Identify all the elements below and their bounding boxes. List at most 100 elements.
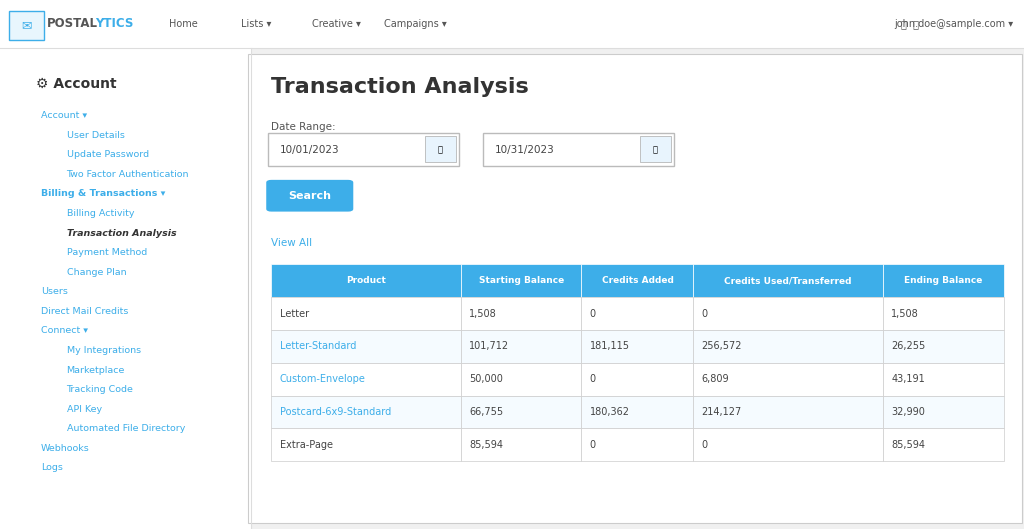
Text: API Key: API Key <box>67 405 101 414</box>
Text: My Integrations: My Integrations <box>67 346 140 355</box>
Text: 66,755: 66,755 <box>469 407 503 417</box>
Text: Change Plan: Change Plan <box>67 268 126 277</box>
FancyBboxPatch shape <box>483 133 674 166</box>
FancyBboxPatch shape <box>271 428 461 461</box>
FancyBboxPatch shape <box>248 54 1022 523</box>
Text: Search: Search <box>289 191 331 200</box>
Text: 256,572: 256,572 <box>701 342 742 351</box>
Text: Automated File Directory: Automated File Directory <box>67 424 185 433</box>
Text: ✉: ✉ <box>22 19 32 32</box>
Text: 0: 0 <box>701 309 708 318</box>
Text: Letter-Standard: Letter-Standard <box>280 342 356 351</box>
FancyBboxPatch shape <box>582 428 693 461</box>
Text: Tracking Code: Tracking Code <box>67 385 133 394</box>
Text: Creative ▾: Creative ▾ <box>312 19 361 29</box>
Text: User Details: User Details <box>67 131 125 140</box>
FancyBboxPatch shape <box>693 396 883 428</box>
Text: Users: Users <box>41 287 68 296</box>
Text: 1,508: 1,508 <box>891 309 919 318</box>
FancyBboxPatch shape <box>461 428 582 461</box>
FancyBboxPatch shape <box>9 11 44 40</box>
Text: Transaction Analysis: Transaction Analysis <box>271 77 529 97</box>
Text: 1,508: 1,508 <box>469 309 497 318</box>
Text: Webhooks: Webhooks <box>41 444 90 453</box>
FancyBboxPatch shape <box>883 396 1004 428</box>
Text: 6,809: 6,809 <box>701 375 729 384</box>
FancyBboxPatch shape <box>883 363 1004 396</box>
Text: Ending Balance: Ending Balance <box>904 276 982 286</box>
Text: 0: 0 <box>590 375 596 384</box>
Text: 🛒  👤: 🛒 👤 <box>901 19 920 29</box>
FancyBboxPatch shape <box>883 297 1004 330</box>
Text: Connect ▾: Connect ▾ <box>41 326 88 335</box>
FancyBboxPatch shape <box>0 48 251 529</box>
Text: Extra-Page: Extra-Page <box>280 440 333 450</box>
FancyBboxPatch shape <box>271 264 461 297</box>
Text: Billing Activity: Billing Activity <box>67 209 134 218</box>
Text: Billing & Transactions ▾: Billing & Transactions ▾ <box>41 189 165 198</box>
Text: 85,594: 85,594 <box>469 440 503 450</box>
Text: Logs: Logs <box>41 463 62 472</box>
FancyBboxPatch shape <box>268 133 459 166</box>
Text: Payment Method: Payment Method <box>67 248 146 257</box>
FancyBboxPatch shape <box>582 330 693 363</box>
FancyBboxPatch shape <box>271 363 461 396</box>
FancyBboxPatch shape <box>582 363 693 396</box>
FancyBboxPatch shape <box>266 180 353 212</box>
Text: 85,594: 85,594 <box>891 440 925 450</box>
Text: Custom-Envelope: Custom-Envelope <box>280 375 366 384</box>
Text: Lists ▾: Lists ▾ <box>241 19 271 29</box>
Text: Transaction Analysis: Transaction Analysis <box>67 229 176 238</box>
FancyBboxPatch shape <box>640 136 671 162</box>
FancyBboxPatch shape <box>461 396 582 428</box>
FancyBboxPatch shape <box>883 264 1004 297</box>
FancyBboxPatch shape <box>582 396 693 428</box>
Text: View All: View All <box>271 238 312 248</box>
FancyBboxPatch shape <box>271 297 461 330</box>
Text: 0: 0 <box>590 440 596 450</box>
FancyBboxPatch shape <box>461 363 582 396</box>
Text: 26,255: 26,255 <box>891 342 926 351</box>
Text: 32,990: 32,990 <box>891 407 925 417</box>
Text: 0: 0 <box>590 309 596 318</box>
FancyBboxPatch shape <box>693 264 883 297</box>
FancyBboxPatch shape <box>693 330 883 363</box>
Text: Marketplace: Marketplace <box>67 366 125 375</box>
FancyBboxPatch shape <box>693 363 883 396</box>
Text: POSTAL: POSTAL <box>47 17 98 30</box>
FancyBboxPatch shape <box>582 264 693 297</box>
Text: 181,115: 181,115 <box>590 342 630 351</box>
Text: 50,000: 50,000 <box>469 375 503 384</box>
Text: Account ▾: Account ▾ <box>41 111 87 120</box>
FancyBboxPatch shape <box>461 330 582 363</box>
Text: Date Range:: Date Range: <box>271 122 336 132</box>
Text: john.doe@sample.com ▾: john.doe@sample.com ▾ <box>895 19 1014 29</box>
Text: 10/31/2023: 10/31/2023 <box>495 145 554 154</box>
FancyBboxPatch shape <box>0 0 1024 48</box>
Text: YTICS: YTICS <box>95 17 133 30</box>
FancyBboxPatch shape <box>425 136 456 162</box>
Text: 📅: 📅 <box>653 145 657 154</box>
FancyBboxPatch shape <box>461 297 582 330</box>
Text: Starting Balance: Starting Balance <box>478 276 564 286</box>
Text: Postcard-6x9-Standard: Postcard-6x9-Standard <box>280 407 391 417</box>
Text: 📅: 📅 <box>438 145 442 154</box>
Text: Direct Mail Credits: Direct Mail Credits <box>41 307 128 316</box>
Text: Two Factor Authentication: Two Factor Authentication <box>67 170 189 179</box>
Text: 43,191: 43,191 <box>891 375 925 384</box>
Text: 10/01/2023: 10/01/2023 <box>280 145 339 154</box>
FancyBboxPatch shape <box>693 297 883 330</box>
Text: Letter: Letter <box>280 309 308 318</box>
Text: Product: Product <box>346 276 386 286</box>
Text: Credits Used/Transferred: Credits Used/Transferred <box>724 276 852 286</box>
Text: 101,712: 101,712 <box>469 342 509 351</box>
FancyBboxPatch shape <box>883 330 1004 363</box>
FancyBboxPatch shape <box>693 428 883 461</box>
FancyBboxPatch shape <box>582 297 693 330</box>
Text: Campaigns ▾: Campaigns ▾ <box>384 19 446 29</box>
Text: Update Password: Update Password <box>67 150 148 159</box>
FancyBboxPatch shape <box>461 264 582 297</box>
Text: Credits Added: Credits Added <box>601 276 674 286</box>
FancyBboxPatch shape <box>271 330 461 363</box>
Text: 180,362: 180,362 <box>590 407 630 417</box>
